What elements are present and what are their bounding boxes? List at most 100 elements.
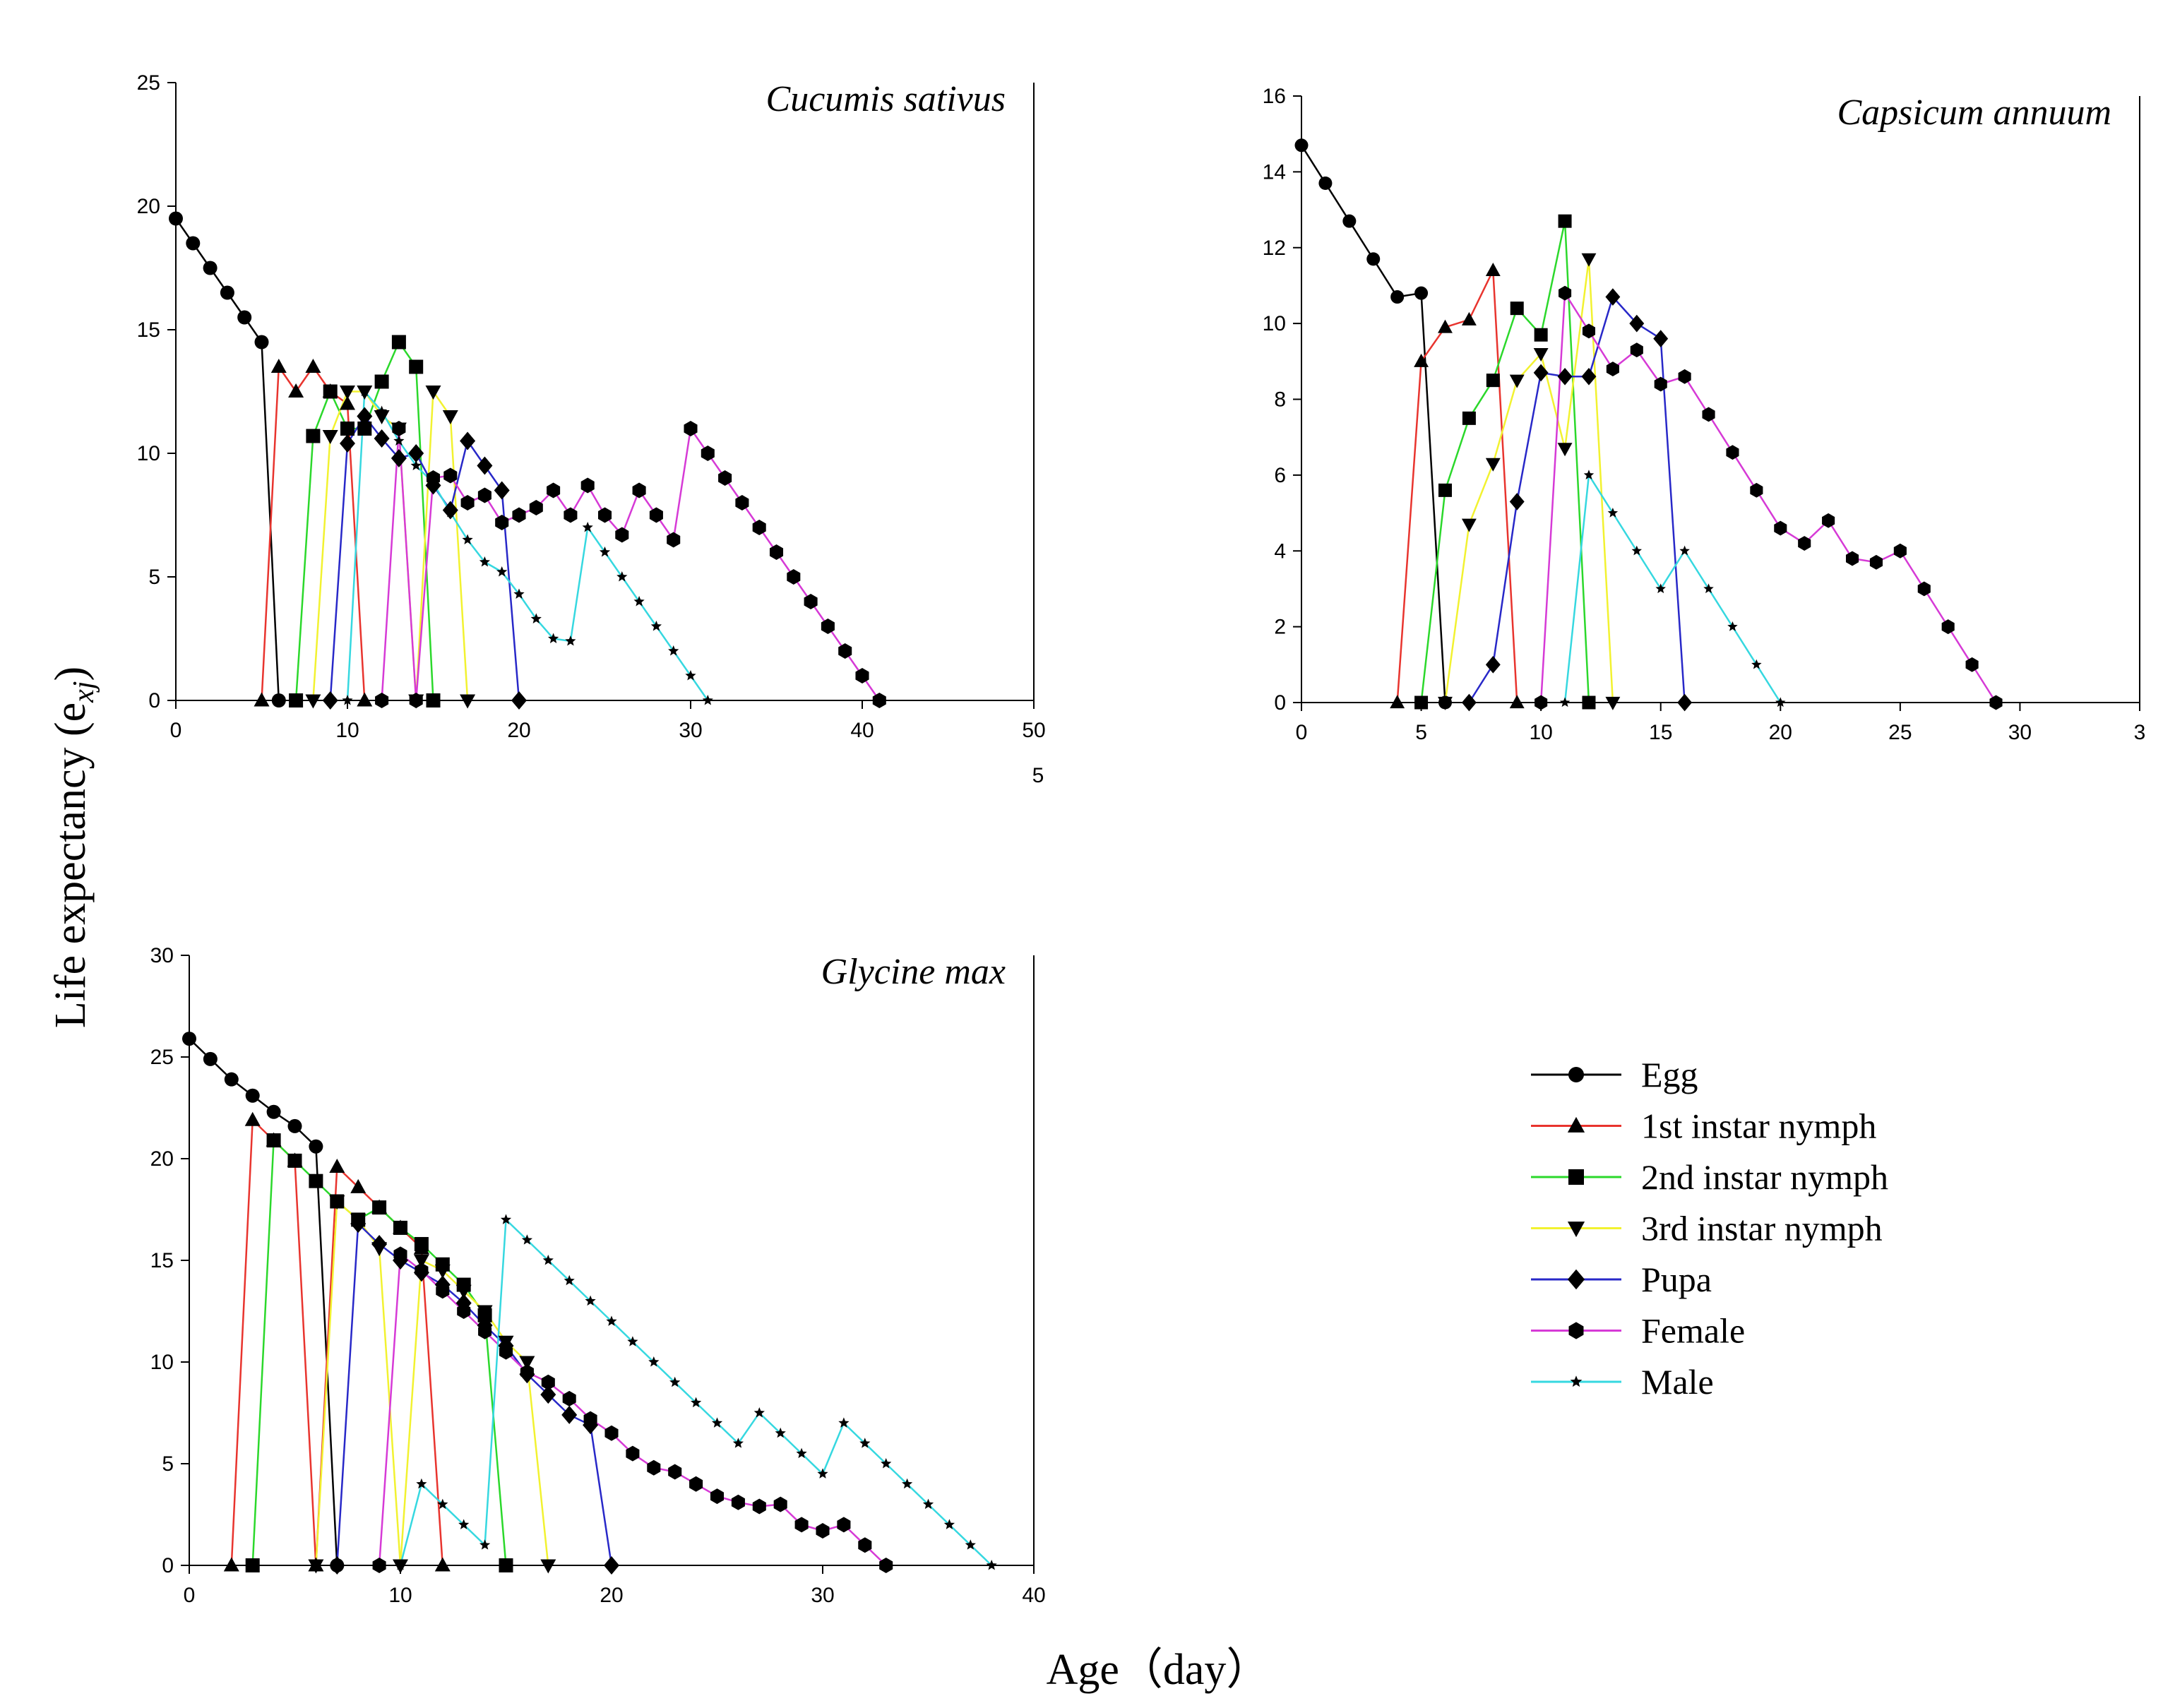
data-point-3rd-instar-nymph: [413, 1254, 429, 1269]
data-point-female: [615, 527, 629, 543]
legend-marker-diamond: [1567, 1269, 1585, 1290]
data-point-female: [1678, 369, 1691, 384]
data-point-male: [500, 1214, 512, 1224]
data-point-pupa: [357, 407, 373, 426]
legend-item-male: Male: [1531, 1362, 1714, 1402]
data-point-male: [1607, 507, 1619, 518]
data-point-male: [395, 1560, 406, 1570]
data-point-male: [1775, 697, 1786, 707]
data-point-female: [478, 1323, 492, 1339]
data-point-male: [427, 477, 439, 488]
panel-title: Cucumis sativus: [766, 79, 1006, 119]
data-point-male: [1679, 545, 1690, 556]
data-point-male: [416, 1478, 427, 1489]
data-point-pupa: [1677, 693, 1693, 712]
data-point-male: [669, 1376, 681, 1387]
legend-label: 1st instar nymph: [1641, 1106, 1876, 1146]
data-point-female: [436, 1283, 450, 1299]
y-tick-label: 0: [162, 1554, 174, 1577]
data-point-female: [649, 507, 663, 523]
data-point-pupa: [1629, 314, 1645, 333]
data-point-1st-instar-nymph: [270, 359, 287, 373]
data-point-female: [547, 482, 561, 498]
data-point-2nd-instar-nymph: [1438, 483, 1452, 497]
data-point-male: [796, 1447, 807, 1459]
data-point-3rd-instar-nymph: [374, 410, 390, 424]
data-point-male: [1583, 470, 1595, 480]
data-point-egg: [287, 1118, 302, 1133]
legend-label: Egg: [1641, 1055, 1698, 1094]
data-point-female: [794, 1517, 809, 1533]
data-point-3rd-instar-nymph: [1438, 696, 1453, 710]
data-point-3rd-instar-nymph: [1461, 518, 1477, 532]
y-tick-label: 0: [1274, 691, 1286, 715]
data-point-egg: [1318, 176, 1333, 190]
data-point-egg: [309, 1139, 323, 1154]
series-line-pupa: [1468, 295, 1686, 703]
data-point-female: [415, 1262, 429, 1279]
data-point-egg: [237, 310, 252, 325]
data-point-male: [376, 405, 388, 416]
data-point-female: [443, 467, 458, 484]
data-point-male: [986, 1560, 997, 1570]
data-point-egg: [1294, 138, 1309, 153]
series-line-3rd-instar-nymph: [312, 388, 469, 701]
data-point-female: [701, 446, 715, 461]
data-point-3rd-instar-nymph: [1581, 253, 1597, 267]
data-point-female: [1535, 695, 1548, 710]
data-point-pupa: [494, 481, 510, 500]
data-point-female: [583, 1411, 597, 1427]
data-point-3rd-instar-nymph: [434, 1264, 451, 1279]
legend-label: Male: [1641, 1362, 1714, 1402]
y-tick-label: 15: [137, 318, 160, 342]
data-point-2nd-instar-nymph: [499, 1558, 513, 1572]
data-point-male: [458, 1519, 470, 1529]
data-point-female: [855, 668, 869, 683]
data-point-pupa: [540, 1385, 556, 1404]
series-line-3rd-instar-nymph: [315, 1199, 549, 1566]
data-point-2nd-instar-nymph: [374, 374, 389, 389]
data-point-female: [1630, 342, 1643, 358]
series-line-3rd-instar-nymph: [1444, 258, 1614, 703]
legend-marker-circle: [1568, 1067, 1584, 1082]
data-point-male: [775, 1427, 786, 1438]
legend-marker-star: [1570, 1375, 1583, 1387]
data-point-male: [606, 1315, 617, 1326]
x-tick-label: 0: [1296, 721, 1308, 744]
data-point-1st-instar-nymph: [340, 395, 355, 410]
legend-item-female: Female: [1531, 1311, 1745, 1351]
x-tick-label: 0: [170, 719, 182, 742]
data-point-pupa: [408, 444, 424, 462]
data-point-male: [479, 1539, 491, 1550]
x-tick-label: 10: [335, 719, 359, 742]
series-line-male: [399, 1217, 993, 1566]
data-point-1st-instar-nymph: [1509, 695, 1525, 709]
data-point-1st-instar-nymph: [305, 359, 321, 373]
data-point-male: [359, 386, 370, 396]
data-point-female: [529, 500, 543, 515]
data-point-female: [821, 619, 835, 634]
legend-marker-square: [1568, 1169, 1584, 1185]
data-point-female: [460, 495, 475, 510]
data-point-pupa: [1605, 288, 1621, 306]
data-point-female: [684, 421, 698, 436]
series-line-male: [1563, 472, 1782, 703]
data-point-2nd-instar-nymph: [309, 1173, 323, 1188]
data-point-female: [457, 1303, 471, 1319]
data-point-female: [392, 421, 406, 436]
x-tick-label: 15: [1649, 721, 1672, 744]
data-point-3rd-instar-nymph: [329, 1195, 345, 1210]
data-point-egg: [203, 261, 218, 275]
panel-title: Glycine max: [821, 952, 1006, 992]
data-point-2nd-instar-nymph: [266, 1133, 281, 1148]
data-point-female: [372, 1558, 386, 1573]
data-point-1st-instar-nymph: [434, 1557, 451, 1572]
data-point-2nd-instar-nymph: [426, 693, 441, 707]
x-tick-label: 20: [507, 719, 530, 742]
data-point-1st-instar-nymph: [223, 1557, 239, 1572]
data-point-female: [718, 470, 732, 486]
data-point-male: [922, 1498, 934, 1510]
data-point-female: [1582, 323, 1596, 339]
data-point-male: [650, 621, 662, 631]
